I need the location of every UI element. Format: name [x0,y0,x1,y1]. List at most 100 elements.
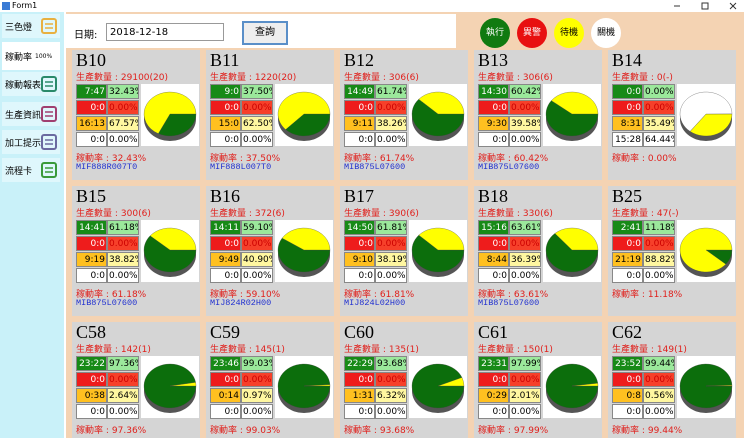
time-cell: 0:0 [612,100,643,115]
rate-value: 99.03% [245,426,281,436]
time-cell: 8:44 [478,252,509,267]
machine-name: B12 [344,50,375,70]
percent-cell: 0.00% [107,404,139,419]
time-cell: 15:0 [210,116,241,131]
percent-cell: 0.00% [107,236,139,251]
qty-label: 生產數量 : [612,73,654,83]
machine-name: B14 [612,50,643,70]
percent-cell: 99.03% [241,356,273,371]
time-cell: 0:0 [478,372,509,387]
utilization-rate: 稼動率 :97.99% [478,423,548,436]
time-cell: 23:52 [612,356,643,371]
qty-value: 1220(20) [254,73,297,83]
pie-chart [275,356,333,418]
machine-name: C61 [478,322,509,342]
status-indicator: 待機 [554,18,584,48]
rate-label: 稼動率 : [344,426,377,436]
qty-value: 135(1) [388,345,419,355]
pie-slice [149,227,197,251]
app-icon [2,2,10,10]
icon-shape [41,134,57,150]
query-button[interactable]: 查詢 [242,21,288,45]
production-qty: 生產數量 :306(6) [478,70,553,83]
percent-cell: 0.00% [375,268,407,283]
time-cell: 23:46 [210,356,241,371]
time-cell: 14:41 [76,220,107,235]
percent-cell: 0.00% [241,132,273,147]
qty-value: 0(-) [656,73,673,83]
percent-cell: 62.50% [241,116,273,131]
percent-cell: 36.39% [509,252,541,267]
rate-value: 97.99% [513,426,549,436]
qty-value: 306(6) [388,73,419,83]
qty-label: 生產數量 : [210,73,252,83]
pie-slice [551,91,599,115]
sidebar-button[interactable]: 稼動報表 [2,72,60,96]
machine-name: B16 [210,186,241,206]
status-legend: 執行 異警 待機 關機 [480,18,640,48]
percent-cell: 0.97% [241,388,273,403]
utilization-rate: 稼動率 :61.74% [344,151,414,164]
window-title: Form1 [12,1,38,10]
time-cell: 14:50 [344,220,375,235]
qty-value: 29100(20) [120,73,169,83]
pie-slice [277,91,331,130]
machine-name: B15 [76,186,107,206]
utilization-rate: 稼動率 :37.50% [210,151,280,164]
rate-label: 稼動率 : [478,426,511,436]
percent-cell: 35.49% [643,116,675,131]
utilization-rate: 稼動率 :99.03% [210,423,280,436]
sidebar-button[interactable]: 稼動率 100% [2,42,60,70]
sidebar-button[interactable]: 加工提示 [2,130,60,154]
sidebar-label: 三色燈 [5,22,33,33]
percent-cell: 0.00% [241,404,273,419]
date-label: 日期: [74,30,98,41]
percent-cell: 99.44% [643,356,675,371]
sidebar-label: 生產資訊 [5,110,42,121]
percent-cell: 97.36% [107,356,139,371]
pie-chart [677,220,735,282]
status-indicator: 執行 [480,18,510,48]
pie-chart [141,356,199,418]
time-cell: 0:0 [478,268,509,283]
qty-value: 300(6) [120,209,151,219]
rate-label: 稼動率 : [76,154,109,164]
machine-name: C62 [612,322,643,342]
rate-label: 稼動率 : [210,426,243,436]
percent-cell: 67.57% [107,116,139,131]
title-bar: Form1 [0,0,744,12]
pie-chart [409,356,467,418]
rate-label: 稼動率 : [76,426,109,436]
time-cell: 7:47 [76,84,107,99]
qty-label: 生產數量 : [478,345,520,355]
window-controls[interactable] [660,0,744,12]
pie-slice [158,113,197,137]
utilization-rate: 稼動率 :59.10% [210,287,280,300]
percent-cell: 0.00% [643,404,675,419]
time-cell: 0:29 [478,388,509,403]
sidebar-label: 稼動報表 [5,80,42,91]
percent-cell: 93.68% [375,356,407,371]
date-input[interactable]: 2018-12-18 [106,23,224,41]
time-cell: 9:49 [210,252,241,267]
time-cell: 0:0 [612,268,643,283]
part-number: MIB875L07600 [478,162,540,172]
percent-cell: 0.00% [509,236,541,251]
sidebar-button[interactable]: 生產資訊 [2,102,60,126]
production-qty: 生產數量 :150(1) [478,342,553,355]
sidebar-button[interactable]: 流程卡 [2,158,60,182]
percent-cell: 2.64% [107,388,139,403]
rate-label: 稼動率 : [344,290,377,300]
time-cell: 9:11 [344,116,375,131]
rate-label: 稼動率 : [612,290,645,300]
sidebar-button[interactable]: 三色燈 [2,14,60,38]
time-cell: 0:0 [344,100,375,115]
percent-cell: 0.00% [241,268,273,283]
time-cell: 16:13 [76,116,107,131]
pie-slice [143,235,197,273]
percent-cell: 88.82% [643,252,675,267]
toolbar: 日期: 2018-12-18 查詢 [66,14,456,48]
percent-cell: 0.00% [643,100,675,115]
pie-chart [677,84,735,146]
